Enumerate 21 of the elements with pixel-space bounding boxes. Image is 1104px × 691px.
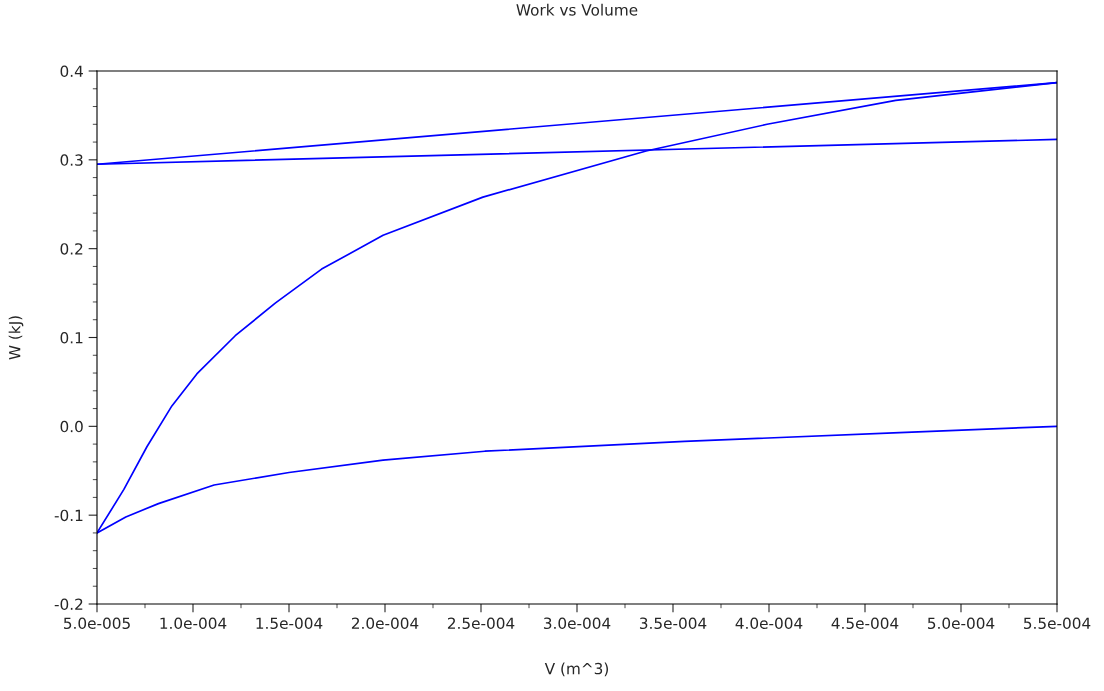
y-tick-label: -0.2 [54,598,83,611]
x-tick-label: 1.0e-004 [160,617,227,630]
y-tick-label: 0.4 [60,65,83,78]
x-tick-label: 3.0e-004 [543,617,611,630]
x-tick-label: 3.5e-004 [639,617,707,630]
x-tick-label: 4.0e-004 [735,617,803,630]
x-tick-label: 2.0e-004 [351,617,419,630]
chart-title: Work vs Volume [516,3,638,16]
y-tick-label: 0.1 [60,331,83,344]
x-tick-label: 4.5e-004 [831,617,899,630]
y-tick-label: -0.1 [54,509,83,522]
x-axis-title: V (m^3) [544,662,608,677]
x-tick-label: 5.0e-005 [63,617,130,630]
x-tick-label: 1.5e-004 [256,617,323,630]
x-tick-label: 2.5e-004 [447,617,515,630]
x-tick-label: 5.5e-004 [1023,617,1091,630]
y-tick-label: 0.2 [60,243,83,255]
y-tick-label: 0.3 [60,154,83,166]
x-tick-label: 5.0e-004 [927,617,995,630]
y-axis-title: W (kJ) [8,316,24,360]
y-tick-label: 0.0 [60,420,83,433]
